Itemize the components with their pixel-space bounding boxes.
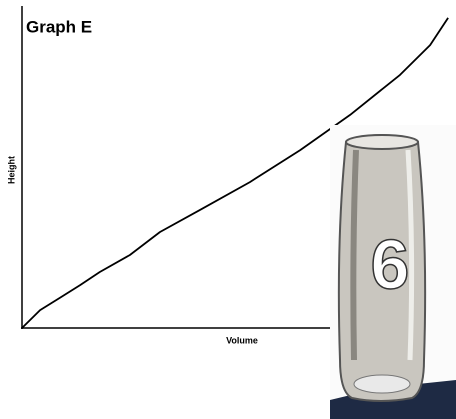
vase-rim (345, 134, 419, 150)
vase-photo: 6 (330, 125, 456, 419)
vase (337, 134, 427, 402)
vase-shadow (350, 149, 359, 361)
x-axis-label: Volume (226, 335, 258, 345)
photo-label: 6 (371, 225, 410, 303)
vase-base (353, 374, 411, 394)
chart-title: Graph E (26, 17, 92, 36)
y-axis-label: Height (6, 156, 16, 184)
vase-highlight (405, 149, 415, 361)
data-line (21, 17, 449, 329)
